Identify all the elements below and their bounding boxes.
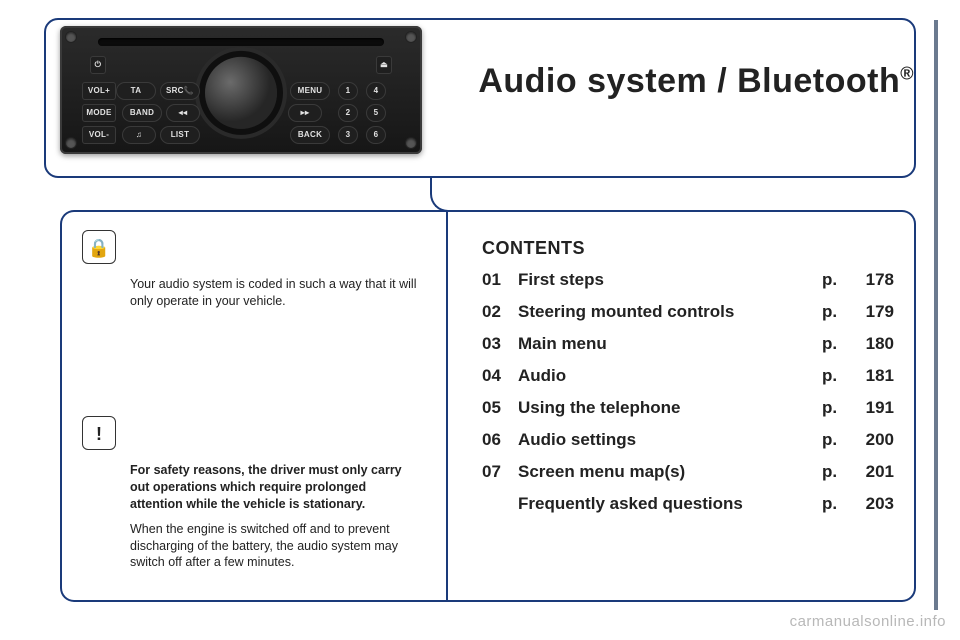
toc-p: p.	[822, 398, 850, 418]
toc-label: Main menu	[518, 334, 822, 354]
security-note: 🔒 Your audio system is coded in such a w…	[82, 230, 422, 310]
vol-down-button: VOL-	[82, 126, 116, 144]
toc-row: 05 Using the telephone p. 191	[482, 398, 894, 418]
toc-label: Frequently asked questions	[518, 494, 822, 514]
toc-num: 06	[482, 430, 518, 450]
toc-page: 200	[850, 430, 894, 450]
forward-button: ▸▸	[288, 104, 322, 122]
rewind-button: ◂◂	[166, 104, 200, 122]
watermark: carmanualsonline.info	[790, 613, 946, 630]
eject-button: ⏏	[376, 56, 392, 74]
toc-label: Screen menu map(s)	[518, 462, 822, 482]
back-button: BACK	[290, 126, 330, 144]
preset-5-button: 5	[366, 104, 386, 122]
preset-2-button: 2	[338, 104, 358, 122]
toc-num: 01	[482, 270, 518, 290]
toc-row: 01 First steps p. 178	[482, 270, 894, 290]
divider-curve	[430, 176, 466, 212]
toc-num: 05	[482, 398, 518, 418]
toc-page: 201	[850, 462, 894, 482]
rotary-dial	[205, 57, 277, 129]
power-button: ⏻	[90, 56, 106, 74]
list-button: LIST	[160, 126, 200, 144]
warning-note-text-1: For safety reasons, the driver must only…	[130, 462, 422, 513]
toc-p: p.	[822, 366, 850, 386]
right-margin-bar	[934, 20, 938, 610]
toc-p: p.	[822, 494, 850, 514]
radio-head-unit: ⏻ ⏏ VOL+ TA SRC📞 MODE BAND ◂◂ VOL- ♫ LIS…	[60, 26, 422, 154]
toc-page: 203	[850, 494, 894, 514]
title-text: Audio system / Bluetooth	[478, 62, 900, 100]
right-column: CONTENTS 01 First steps p. 178 02 Steeri…	[448, 210, 916, 602]
mode-button: MODE	[82, 104, 116, 122]
toc-label: First steps	[518, 270, 822, 290]
toc-p: p.	[822, 462, 850, 482]
toc-label: Audio	[518, 366, 822, 386]
cd-slot	[98, 38, 384, 46]
preset-6-button: 6	[366, 126, 386, 144]
toc-num: 07	[482, 462, 518, 482]
title-sup: ®	[900, 64, 914, 84]
preset-1-button: 1	[338, 82, 358, 100]
ta-button: TA	[116, 82, 156, 100]
toc-label: Using the telephone	[518, 398, 822, 418]
toc-row: 06 Audio settings p. 200	[482, 430, 894, 450]
screw-icon	[66, 138, 76, 148]
screw-icon	[406, 138, 416, 148]
toc-page: 180	[850, 334, 894, 354]
toc-page: 179	[850, 302, 894, 322]
toc-label: Audio settings	[518, 430, 822, 450]
src-button: SRC📞	[160, 82, 200, 100]
toc-label: Steering mounted controls	[518, 302, 822, 322]
toc-row: 04 Audio p. 181	[482, 366, 894, 386]
band-button: BAND	[122, 104, 162, 122]
toc-num: 03	[482, 334, 518, 354]
preset-3-button: 3	[338, 126, 358, 144]
toc-num: 04	[482, 366, 518, 386]
toc-p: p.	[822, 334, 850, 354]
menu-button: MENU	[290, 82, 330, 100]
screw-icon	[406, 32, 416, 42]
toc-num: 02	[482, 302, 518, 322]
toc-page: 178	[850, 270, 894, 290]
toc-p: p.	[822, 270, 850, 290]
toc-p: p.	[822, 302, 850, 322]
page-title: Audio system / Bluetooth®	[478, 62, 914, 101]
security-note-text: Your audio system is coded in such a way…	[82, 276, 422, 310]
toc-row: 03 Main menu p. 180	[482, 334, 894, 354]
toc-row: Frequently asked questions p. 203	[482, 494, 894, 514]
preset-4-button: 4	[366, 82, 386, 100]
warning-note-text-2: When the engine is switched off and to p…	[130, 521, 422, 572]
toc-page: 191	[850, 398, 894, 418]
music-button: ♫	[122, 126, 156, 144]
toc-page: 181	[850, 366, 894, 386]
vol-up-button: VOL+	[82, 82, 116, 100]
warning-note: ! For safety reasons, the driver must on…	[82, 416, 422, 571]
screw-icon	[66, 32, 76, 42]
toc-row: 07 Screen menu map(s) p. 201	[482, 462, 894, 482]
table-of-contents: 01 First steps p. 178 02 Steering mounte…	[482, 270, 894, 526]
contents-heading: CONTENTS	[482, 238, 585, 259]
toc-p: p.	[822, 430, 850, 450]
warning-icon: !	[82, 416, 116, 450]
lock-icon: 🔒	[82, 230, 116, 264]
left-column: 🔒 Your audio system is coded in such a w…	[60, 210, 448, 602]
toc-row: 02 Steering mounted controls p. 179	[482, 302, 894, 322]
